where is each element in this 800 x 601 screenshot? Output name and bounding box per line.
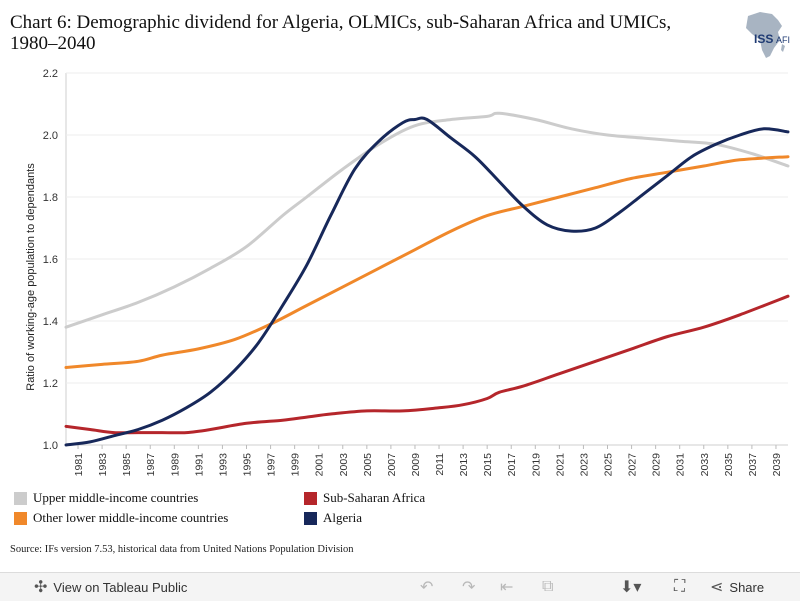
- x-tick-label: 1993: [217, 453, 229, 477]
- legend-item-olmic: Other lower middle-income countries: [14, 510, 228, 526]
- series-line-olmic[interactable]: [64, 155, 790, 369]
- gridlines: [65, 72, 788, 446]
- series-lines: [64, 111, 790, 447]
- y-tick-label: 1.2: [43, 378, 58, 390]
- fullscreen-icon: ⛶: [674, 578, 686, 595]
- x-tick-label: 1991: [193, 453, 205, 477]
- y-tick-label: 1.8: [43, 192, 58, 204]
- x-tick-label: 1997: [266, 453, 278, 477]
- y-tick-label: 2.0: [43, 130, 58, 142]
- revert-button[interactable]: ⇤: [500, 573, 513, 601]
- x-tick-label: 2019: [530, 453, 542, 477]
- logo-iss-text: ISS: [754, 32, 773, 46]
- view-on-tableau-button[interactable]: ✣ View on Tableau Public: [34, 573, 187, 601]
- series-line-algeria[interactable]: [64, 116, 790, 447]
- x-tick-label: 2037: [747, 453, 759, 477]
- legend-label-algeria: Algeria: [323, 510, 362, 525]
- pause-button[interactable]: ⧉: [542, 573, 553, 601]
- share-icon: ⋖: [710, 579, 724, 596]
- line-chart: 1.01.21.41.61.82.02.2 1981 1983 1985 1987 19…: [25, 68, 790, 476]
- revert-icon: ⇤: [500, 579, 514, 596]
- undo-button[interactable]: ↶: [420, 573, 433, 601]
- fullscreen-button[interactable]: ⛶: [674, 573, 685, 601]
- x-tick-label: 2023: [578, 453, 590, 477]
- share-button[interactable]: ⋖ Share: [710, 573, 764, 601]
- x-tick-label: 2011: [434, 453, 446, 476]
- x-tick-label: 2021: [554, 453, 566, 477]
- legend-swatch-algeria: [304, 511, 317, 525]
- x-tick-label: 2009: [410, 453, 422, 477]
- source-note: Source: IFs version 7.53, historical dat…: [10, 544, 354, 555]
- y-tick-label: 1.4: [43, 316, 58, 328]
- y-tick-label: 1.0: [43, 440, 58, 452]
- view-on-tableau-label: View on Tableau Public: [53, 579, 188, 595]
- legend-item-ssa: Sub-Saharan Africa: [304, 490, 425, 506]
- legend-label-umic: Upper middle-income countries: [33, 490, 199, 505]
- legend-swatch-umic: [14, 491, 27, 505]
- legend-label-ssa: Sub-Saharan Africa: [323, 490, 426, 505]
- x-tick-label: 2015: [482, 453, 494, 477]
- redo-button[interactable]: ↷: [462, 573, 475, 601]
- x-tick-label: 2001: [314, 453, 326, 477]
- x-tick-label: 2029: [651, 453, 663, 477]
- download-button[interactable]: ⬇▾: [620, 573, 641, 601]
- redo-icon: ↷: [462, 579, 476, 596]
- pause-icon: ⧉: [542, 578, 554, 595]
- legend-swatch-olmic: [14, 511, 27, 525]
- x-tick-label: 2025: [603, 453, 615, 477]
- y-tick-label: 1.6: [43, 254, 58, 266]
- x-tick-label: 2027: [627, 453, 639, 477]
- x-tick-label: 1981: [73, 453, 85, 477]
- legend-swatch-ssa: [304, 491, 317, 505]
- x-tick-label: 2007: [386, 453, 398, 477]
- x-tick-label: 2017: [506, 453, 518, 477]
- x-tick-label: 2035: [723, 453, 735, 477]
- x-tick-label: 2033: [699, 453, 711, 477]
- undo-icon: ↶: [420, 579, 434, 596]
- legend-item-algeria: Algeria: [304, 510, 362, 526]
- share-label: Share: [729, 579, 765, 595]
- x-axis-ticks: 1981 1983 1985 1987 1989 1991 1993 1995 1997 1999…: [73, 445, 783, 476]
- iss-africa-logo: ISS AFI: [738, 10, 800, 70]
- x-tick-label: 1995: [242, 453, 254, 477]
- x-tick-label: 2003: [338, 453, 350, 477]
- x-tick-label: 1985: [121, 453, 133, 477]
- chart-title: Chart 6: Demographic dividend for Algeri…: [10, 12, 672, 54]
- logo-afr-text: AFI: [776, 35, 790, 45]
- tableau-toolbar: ✣ View on Tableau Public ↶ ↷ ⇤ ⧉ ⬇▾ ⛶ ⋖ …: [0, 572, 800, 601]
- x-tick-label: 2039: [771, 453, 783, 477]
- download-icon: ⬇▾: [620, 579, 642, 596]
- x-tick-label: 2013: [458, 453, 470, 477]
- x-tick-label: 1989: [169, 453, 181, 477]
- africa-map-icon: [746, 12, 785, 58]
- legend-label-olmic: Other lower middle-income countries: [33, 510, 229, 525]
- y-axis-label: Ratio of working-age population to depen…: [25, 163, 37, 391]
- x-tick-label: 2031: [675, 453, 687, 477]
- series-line-umic[interactable]: [64, 111, 790, 329]
- y-axis-ticks: 1.0 1.2 1.4 1.6 1.8 2.0 2.2: [43, 68, 58, 452]
- tableau-logo-icon: ✣: [34, 579, 48, 596]
- y-tick-label: 2.2: [43, 68, 58, 80]
- series-line-ssa[interactable]: [64, 294, 790, 435]
- x-tick-label: 2005: [362, 453, 374, 477]
- legend-item-umic: Upper middle-income countries: [14, 490, 198, 506]
- x-tick-label: 1983: [97, 453, 109, 477]
- x-tick-label: 1999: [290, 453, 302, 477]
- x-tick-label: 1987: [145, 453, 157, 477]
